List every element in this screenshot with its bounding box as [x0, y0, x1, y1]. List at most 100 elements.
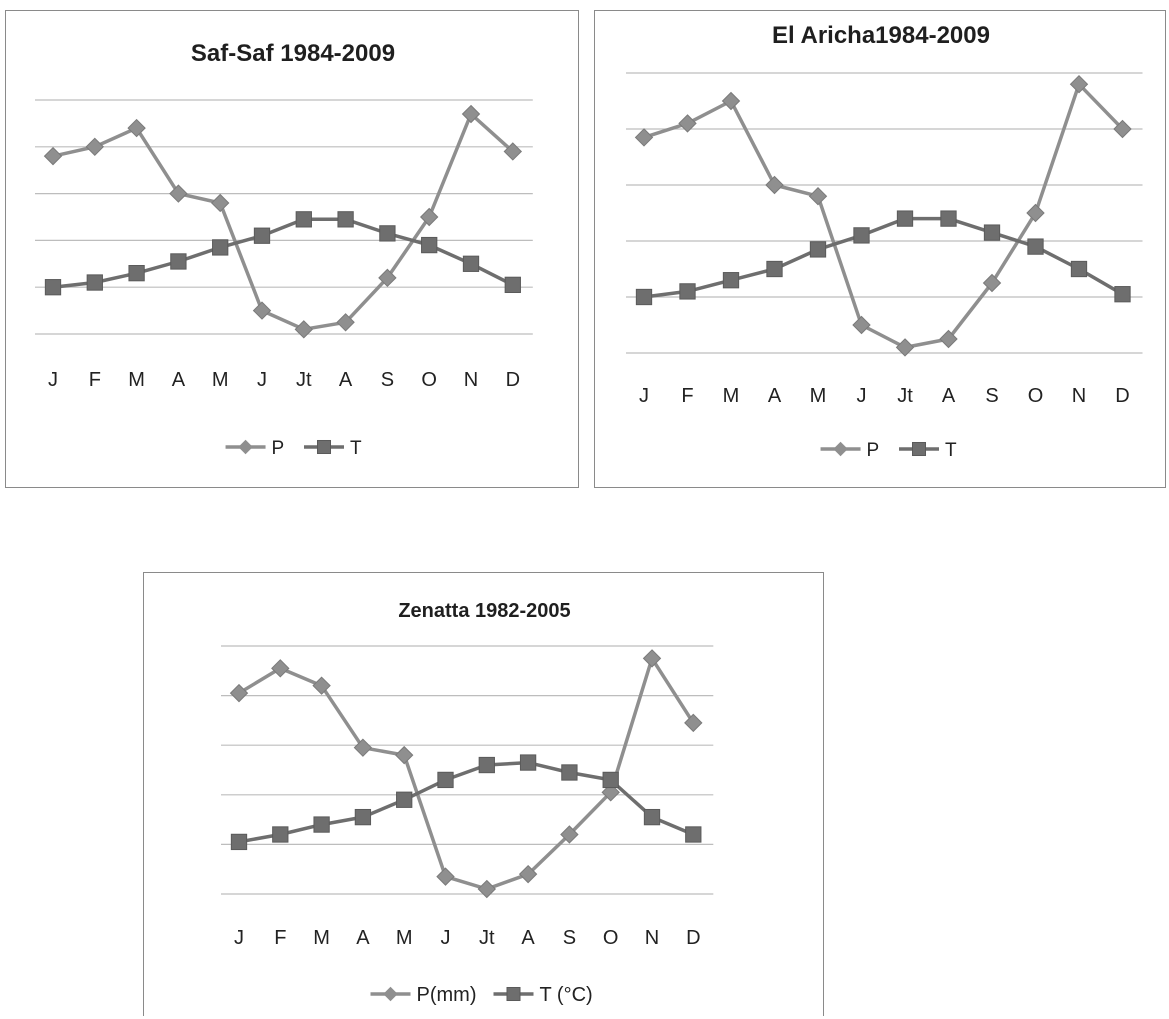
data-point: [312, 676, 331, 695]
chart-title: El Aricha1984-2009: [772, 22, 990, 49]
data-point: [601, 783, 620, 802]
data-point: [461, 104, 481, 124]
data-point: [478, 756, 495, 774]
legend-marker: [316, 439, 332, 455]
data-point: [85, 137, 105, 157]
data-point: [808, 186, 828, 206]
data-point: [229, 683, 249, 703]
data-point: [396, 791, 413, 808]
chart-panel-saf-saf: Saf-Saf 1984-2009 J F M A M J Jt A S O N D P T: [5, 10, 579, 488]
data-point: [127, 118, 146, 138]
chart-panel-zenatta: Zenatta 1982-2005 J F M A M J Jt A S O N D P(mm) T (°C…: [143, 572, 824, 1016]
x-tick-label: N: [464, 369, 478, 391]
data-point: [983, 224, 1001, 241]
series-line: [52, 112, 514, 332]
x-tick-label: D: [1115, 385, 1129, 407]
legend-item-p: P: [820, 440, 879, 461]
data-point: [722, 272, 740, 289]
x-tick-label: S: [563, 927, 576, 949]
x-tick-label: J: [857, 385, 867, 407]
data-point: [561, 764, 578, 781]
series-line: [238, 760, 694, 844]
data-point: [1027, 238, 1044, 255]
data-point: [337, 211, 354, 228]
data-point: [44, 279, 62, 296]
data-point: [336, 313, 355, 332]
chart-panel-el-aricha: El Aricha1984-2009 J F M A M J Jt A S O N D P T: [594, 10, 1166, 488]
x-tick-label: N: [645, 927, 659, 949]
x-tick-label: M: [810, 385, 827, 407]
x-tick-label: O: [421, 369, 437, 391]
x-tick-label: Jt: [296, 369, 312, 391]
chart-title: Zenatta 1982-2005: [398, 600, 570, 622]
data-point: [353, 738, 373, 757]
legend-marker: [383, 986, 398, 1002]
legend-item-t: T: [899, 440, 957, 461]
data-point: [503, 142, 523, 161]
data-point: [169, 184, 188, 203]
x-tick-label: A: [172, 369, 186, 391]
data-point: [896, 210, 914, 227]
legend-item-p: P: [225, 438, 285, 459]
legend-marker: [911, 441, 927, 457]
x-tick-label: A: [942, 385, 956, 407]
legend-marker: [238, 439, 253, 455]
data-point: [43, 146, 63, 166]
data-point: [678, 114, 697, 133]
data-point: [170, 253, 187, 270]
data-point: [379, 225, 396, 242]
legend-label: P(mm): [417, 984, 477, 1006]
legend-item-t-c: T (°C): [493, 984, 593, 1006]
series-t: [44, 211, 521, 296]
data-point: [436, 867, 455, 886]
data-point: [853, 227, 870, 244]
x-tick-label: S: [985, 385, 998, 407]
data-point: [212, 239, 229, 256]
legend-label: T: [350, 438, 362, 459]
series-t: [635, 210, 1131, 306]
x-tick-label: J: [257, 369, 267, 391]
series-line: [52, 217, 514, 289]
x-tick-label: D: [506, 369, 520, 391]
legend-label: P: [272, 438, 285, 459]
data-point: [419, 207, 439, 227]
data-point: [230, 833, 248, 851]
legend-item-p-mm: P(mm): [370, 984, 477, 1006]
data-point: [252, 301, 272, 320]
data-point: [1113, 119, 1132, 139]
series-line: [643, 216, 1124, 299]
legend-item-t: T: [304, 438, 362, 459]
data-point: [313, 816, 330, 833]
x-tick-label: M: [396, 927, 413, 949]
x-tick-label: J: [48, 369, 58, 391]
data-point: [852, 315, 871, 335]
x-tick-label: M: [212, 369, 229, 391]
data-point: [518, 864, 538, 884]
data-point: [895, 338, 915, 357]
x-tick-label: Jt: [479, 927, 495, 949]
data-point: [642, 649, 662, 668]
legend-label: T (°C): [540, 984, 593, 1006]
data-point: [421, 236, 438, 254]
legend-label: T: [945, 440, 957, 461]
x-tick-label: D: [686, 927, 700, 949]
x-tick-label: M: [313, 927, 330, 949]
data-point: [982, 273, 1002, 293]
series-line: [643, 82, 1124, 350]
x-tick-label: M: [128, 369, 145, 391]
data-point: [634, 128, 654, 147]
data-point: [295, 211, 312, 228]
series-p-mm: [229, 649, 703, 899]
x-tick-label: N: [1072, 385, 1086, 407]
x-tick-label: Jt: [897, 385, 913, 407]
data-point: [679, 283, 696, 300]
x-tick-label: O: [603, 927, 619, 949]
chart-canvas-zenatta: Zenatta 1982-2005 J F M A M J Jt A S O N D P(mm) T (°C…: [221, 600, 714, 1006]
data-point: [766, 260, 783, 278]
data-point: [635, 288, 653, 306]
data-point: [378, 268, 397, 288]
